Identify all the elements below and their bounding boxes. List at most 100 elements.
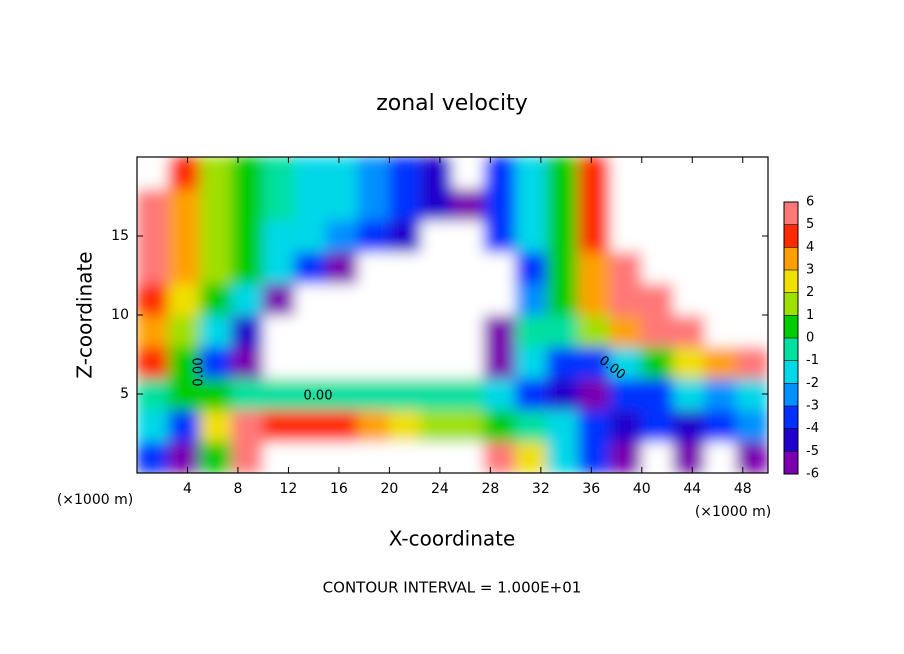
colorbar-label: 3 bbox=[806, 263, 814, 278]
cell bbox=[672, 188, 706, 221]
cell bbox=[357, 188, 390, 221]
cell bbox=[578, 251, 611, 284]
cell bbox=[168, 346, 201, 379]
colorbar-swatch bbox=[784, 338, 798, 361]
cell bbox=[262, 188, 296, 221]
cell bbox=[515, 157, 548, 190]
cell bbox=[641, 219, 674, 253]
cell bbox=[704, 440, 737, 473]
y-axis-label: Z-coordinate bbox=[73, 251, 97, 378]
cell bbox=[388, 409, 422, 442]
cell bbox=[199, 219, 233, 253]
cell bbox=[483, 377, 517, 411]
cell bbox=[420, 377, 453, 411]
cell bbox=[452, 188, 485, 221]
cell bbox=[199, 251, 233, 284]
cell bbox=[641, 440, 674, 473]
x-axis-label: X-coordinate bbox=[389, 527, 516, 551]
cell bbox=[357, 314, 390, 348]
cell bbox=[262, 314, 296, 348]
cell bbox=[388, 219, 422, 253]
cell bbox=[452, 409, 485, 442]
cell bbox=[357, 409, 390, 442]
cell bbox=[231, 377, 264, 411]
cell bbox=[262, 409, 296, 442]
cell bbox=[546, 157, 580, 190]
cell bbox=[609, 251, 643, 284]
cell bbox=[199, 282, 233, 316]
cell bbox=[168, 188, 201, 221]
colorbar-swatch bbox=[784, 406, 798, 429]
cell bbox=[262, 377, 296, 411]
cell bbox=[231, 409, 264, 442]
cell bbox=[231, 346, 264, 379]
cell bbox=[231, 440, 264, 473]
colorbar-label: 1 bbox=[806, 308, 814, 323]
cell bbox=[609, 346, 643, 379]
cells bbox=[137, 157, 768, 473]
cell bbox=[137, 251, 170, 284]
cell bbox=[420, 314, 453, 348]
cell bbox=[388, 188, 422, 221]
cell bbox=[262, 346, 296, 379]
cell bbox=[325, 282, 359, 316]
x-tick-label: 40 bbox=[633, 481, 651, 497]
chart-title: zonal velocity bbox=[376, 91, 528, 116]
colorbar-label: -1 bbox=[806, 353, 819, 368]
cell bbox=[735, 346, 768, 379]
cell bbox=[546, 188, 580, 221]
cell bbox=[452, 251, 485, 284]
cell bbox=[641, 251, 674, 284]
cell bbox=[452, 282, 485, 316]
cell bbox=[546, 251, 580, 284]
cell bbox=[294, 219, 327, 253]
cell bbox=[641, 157, 674, 190]
cell bbox=[294, 157, 327, 190]
cell bbox=[420, 409, 453, 442]
y-tick-label: 10 bbox=[111, 307, 129, 323]
cell bbox=[294, 440, 327, 473]
cell bbox=[452, 219, 485, 253]
cell bbox=[325, 346, 359, 379]
colorbar-swatch bbox=[784, 202, 798, 225]
cell bbox=[388, 314, 422, 348]
cell bbox=[294, 409, 327, 442]
cell bbox=[452, 440, 485, 473]
cell bbox=[515, 314, 548, 348]
cell bbox=[168, 251, 201, 284]
cell bbox=[262, 251, 296, 284]
x-tick-label: 44 bbox=[683, 481, 701, 497]
cell bbox=[325, 377, 359, 411]
cell bbox=[452, 346, 485, 379]
cell bbox=[168, 219, 201, 253]
cell bbox=[672, 409, 706, 442]
cell bbox=[578, 440, 611, 473]
cell bbox=[262, 282, 296, 316]
cell bbox=[231, 314, 264, 348]
colorbar-swatch bbox=[784, 292, 798, 316]
colorbar-swatch bbox=[784, 428, 798, 452]
cell bbox=[609, 314, 643, 348]
cell bbox=[515, 282, 548, 316]
cell bbox=[420, 440, 453, 473]
cell bbox=[168, 409, 201, 442]
cell bbox=[420, 346, 453, 379]
cell bbox=[388, 157, 422, 190]
cell bbox=[388, 440, 422, 473]
cell bbox=[357, 282, 390, 316]
cell bbox=[704, 219, 737, 253]
x-tick-label: 24 bbox=[431, 481, 449, 497]
colorbar-label: -5 bbox=[806, 444, 819, 459]
cell bbox=[578, 157, 611, 190]
cell bbox=[294, 188, 327, 221]
cell bbox=[231, 251, 264, 284]
cell bbox=[325, 219, 359, 253]
cell bbox=[388, 346, 422, 379]
cell bbox=[168, 282, 201, 316]
cell bbox=[325, 409, 359, 442]
cell bbox=[262, 157, 296, 190]
cell bbox=[546, 440, 580, 473]
cell bbox=[483, 346, 517, 379]
cell bbox=[231, 282, 264, 316]
